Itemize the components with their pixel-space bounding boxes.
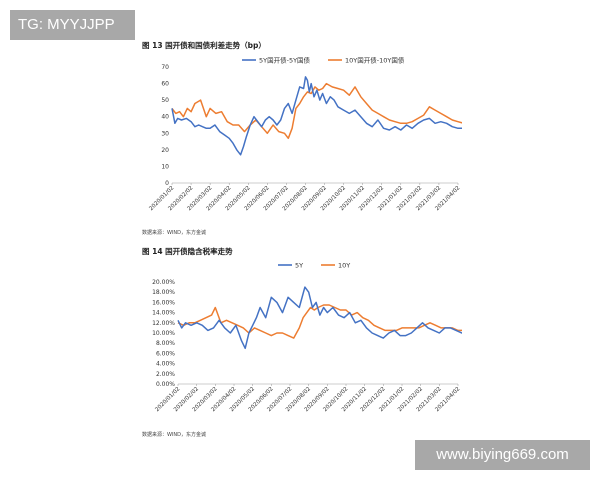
chart2-series-line-0 bbox=[177, 286, 462, 350]
chart2-legend-label-1: 10Y bbox=[338, 262, 350, 270]
watermark-bottom-right: www.biying669.com bbox=[415, 440, 590, 470]
chart1-legend-label-0: 5Y国开债-5Y国债 bbox=[259, 56, 311, 65]
chart2-series-line-1 bbox=[177, 304, 462, 339]
chart2-legend-label-0: 5Y bbox=[295, 262, 303, 270]
chart2-ytick-label: 20.00% bbox=[152, 279, 175, 286]
chart1: 5Y国开债-5Y国债 10Y国开债-10Y国债010203040506070202… bbox=[148, 56, 462, 212]
chart1-ytick-label: 50 bbox=[161, 97, 169, 104]
chart2-ytick-label: 8.00% bbox=[156, 340, 175, 347]
chart1-ytick-label: 0 bbox=[165, 180, 169, 187]
chart2-ytick-label: 12.00% bbox=[152, 320, 175, 327]
chart1-ytick-label: 10 bbox=[161, 163, 169, 170]
chart2-title: 图 14 国开债隐含税率走势 bbox=[142, 247, 233, 256]
chart2-ytick-label: 6.00% bbox=[156, 350, 175, 357]
chart1-ytick-label: 20 bbox=[161, 147, 169, 154]
chart1-ytick-label: 30 bbox=[161, 130, 169, 137]
chart2-ytick-label: 4.00% bbox=[156, 361, 175, 368]
chart1-series-line-0 bbox=[171, 76, 462, 156]
chart2-ytick-label: 14.00% bbox=[152, 310, 175, 317]
chart1-legend-label-1: 10Y国开债-10Y国债 bbox=[345, 56, 405, 65]
chart2-ytick-label: 18.00% bbox=[152, 289, 175, 296]
chart2-ytick-label: 0.00% bbox=[156, 381, 175, 388]
chart1-ytick-label: 60 bbox=[161, 81, 169, 88]
chart2-ytick-label: 2.00% bbox=[156, 371, 175, 378]
chart1-source: 数据来源：WIND，东方金诚 bbox=[142, 230, 207, 236]
chart2-ytick-label: 10.00% bbox=[152, 330, 175, 337]
chart1-ytick-label: 40 bbox=[161, 114, 169, 121]
chart2-source: 数据来源：WIND，东方金诚 bbox=[142, 432, 207, 438]
chart1-ytick-label: 70 bbox=[161, 64, 169, 71]
watermark-top-left: TG: MYYJJPP bbox=[10, 10, 135, 40]
chart2-ytick-label: 16.00% bbox=[152, 299, 175, 306]
chart1-title: 图 13 国开债和国债利差走势（bp） bbox=[142, 41, 266, 50]
chart2: 5Y 10Y 0.00% 2.00% 4.00% 6.00% 8.00% 10.00% 12.0… bbox=[152, 262, 462, 413]
